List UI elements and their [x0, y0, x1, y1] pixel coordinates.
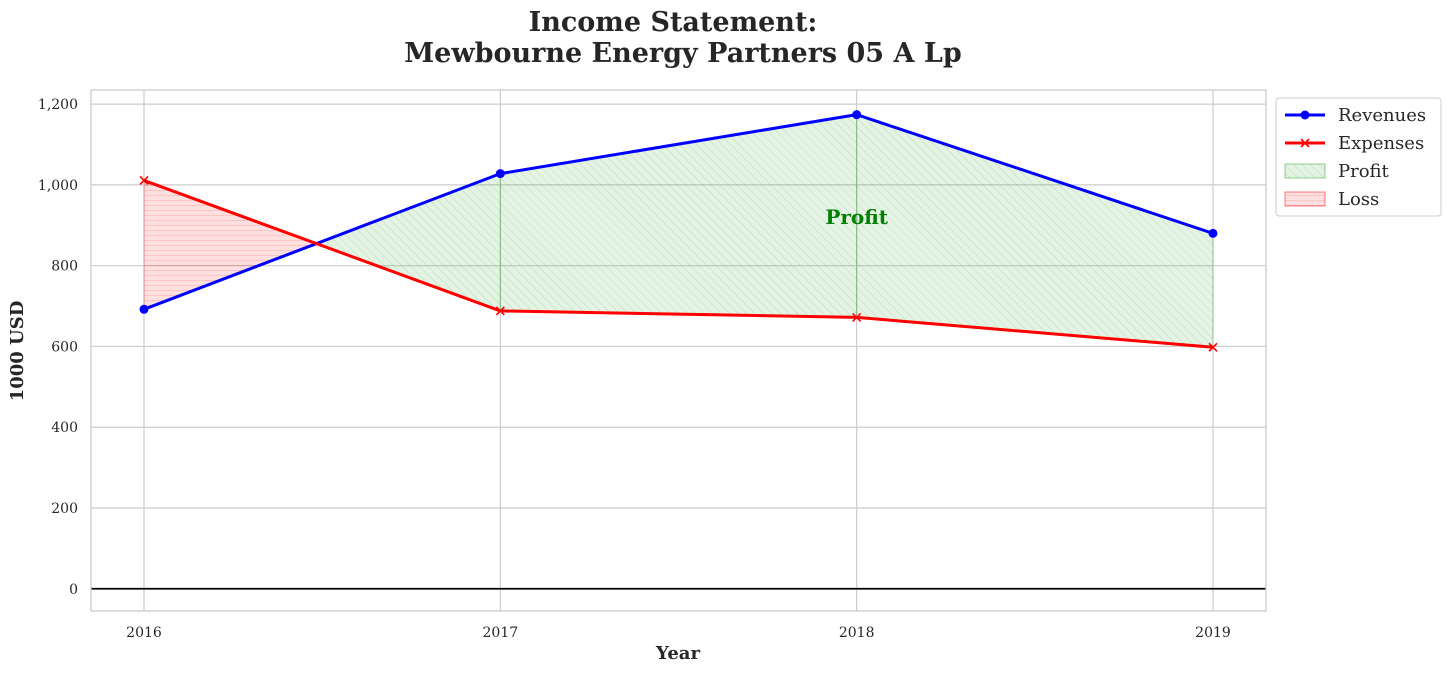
revenues-line [143, 113, 1214, 311]
legend-revenues-label: Revenues [1338, 105, 1426, 126]
legend-loss-label: Loss [1338, 189, 1379, 210]
y-tick-label: 800 [51, 259, 78, 275]
plot-area-frame [90, 89, 1267, 612]
x-tick-label: 2016 [126, 625, 162, 641]
expenses-point [139, 175, 149, 186]
legend-expenses-marker [1300, 138, 1310, 148]
expenses-point [852, 312, 862, 322]
chart-title-line-2: Mewbourne Energy Partners 05 A Lp [404, 38, 961, 69]
x-tick-label: 2019 [1195, 625, 1231, 641]
y-tick-label: 1,200 [38, 97, 78, 113]
y-tick-label: 200 [51, 501, 78, 517]
chart-legend: Revenues Expenses Profit Loss [1275, 97, 1442, 217]
profit-area [856, 113, 1214, 348]
chart-title-line-1: Income Statement: [529, 7, 818, 38]
y-tick-label: 1,000 [38, 178, 78, 194]
expenses-line [143, 179, 1214, 349]
y-tick-label: 600 [51, 339, 78, 355]
y-tick-label: 400 [51, 420, 78, 436]
loss-area [143, 179, 318, 311]
legend-revenues-marker [1300, 110, 1310, 120]
expenses-point [495, 306, 505, 316]
legend-profit-label: Profit [1338, 161, 1390, 182]
legend-profit-swatch [1284, 163, 1326, 179]
y-tick-label: 0 [69, 582, 78, 598]
legend-loss-swatch [1284, 191, 1326, 207]
x-tick-label: 2018 [839, 625, 875, 641]
x-axis-label: Year [655, 643, 700, 664]
legend-frame [1275, 97, 1442, 217]
revenues-point [139, 304, 149, 314]
profit-annotation: Profit [825, 205, 888, 229]
expenses-point [1208, 342, 1218, 352]
profit-area [315, 172, 501, 312]
legend-expenses-label: Expenses [1338, 133, 1424, 154]
y-axis-label: 1000 USD [7, 301, 28, 402]
revenues-point [495, 169, 505, 179]
revenues-point [1208, 228, 1218, 238]
revenues-point [852, 110, 862, 120]
x-tick-label: 2017 [483, 625, 519, 641]
